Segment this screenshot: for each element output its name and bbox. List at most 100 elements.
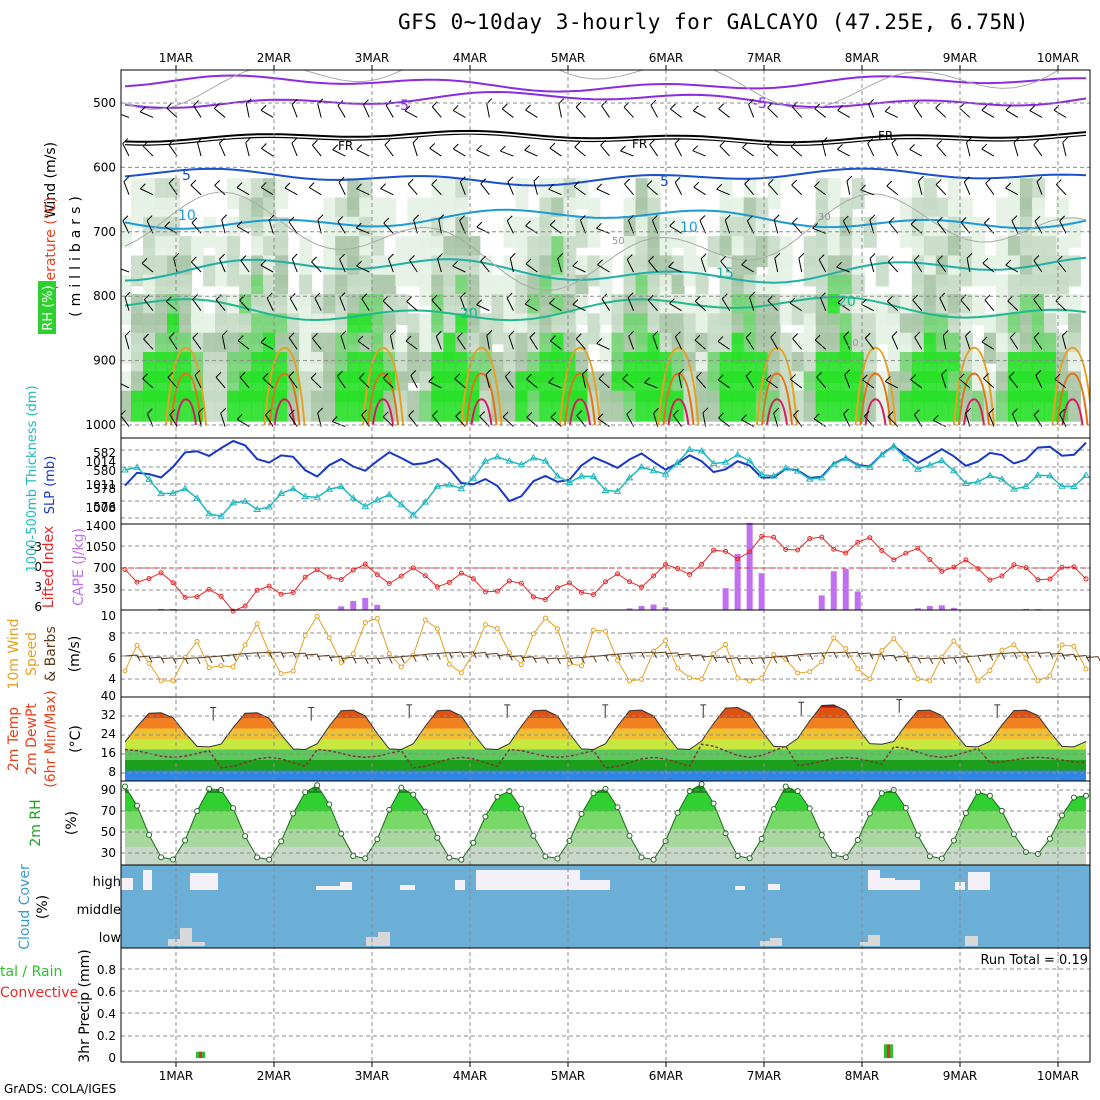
- wind-barb-flag: [526, 412, 533, 418]
- wind-barb-flag: [1085, 655, 1090, 662]
- wind-barb: [1013, 651, 1026, 654]
- wind-speed-point: [1023, 655, 1029, 661]
- wind-barb: [260, 264, 274, 273]
- wind-barb-flag: [168, 332, 175, 338]
- wind-barb: [939, 297, 947, 311]
- wind-speed-point: [422, 617, 428, 623]
- wind-barb-flag: [749, 291, 755, 298]
- tick-label: 3: [34, 580, 42, 594]
- wind-barb: [185, 657, 198, 660]
- plot-frame: [120, 69, 1091, 1063]
- wind-barb-flag: [361, 409, 367, 416]
- wind-barb: [173, 657, 186, 660]
- wind-barb: [914, 337, 923, 350]
- rh-point: [866, 810, 873, 817]
- wind-barb-flag: [317, 214, 324, 221]
- wind-barb: [917, 181, 923, 195]
- wind-barb-flag: [596, 222, 602, 229]
- wind-barb-flag: [694, 295, 701, 302]
- wind-barb: [1037, 651, 1050, 654]
- wind-barb-flag: [869, 253, 876, 259]
- wind-barb: [958, 378, 971, 389]
- wind-barb-flag: [506, 292, 513, 299]
- wind-barb: [139, 111, 154, 118]
- wind-barb: [501, 108, 514, 118]
- wind-barb: [460, 297, 466, 311]
- thickness-point: [373, 495, 382, 503]
- wind-barb: [597, 264, 610, 273]
- warm-dome: [1051, 346, 1090, 426]
- wind-barb-flag: [966, 137, 972, 143]
- wind-barb: [497, 654, 510, 657]
- wind-barb: [579, 220, 586, 234]
- thickness-point: [145, 475, 153, 482]
- cloud-high-cell: [580, 880, 610, 890]
- wind-barb: [452, 110, 466, 118]
- rh-cell: [347, 390, 361, 422]
- wind-barb-flag: [718, 412, 724, 419]
- rh-cell: [575, 294, 589, 326]
- rh-cell: [407, 197, 421, 229]
- li-point: [687, 571, 693, 577]
- wind-barb-flag: [869, 652, 874, 660]
- contour-label: 5: [660, 174, 669, 190]
- wind-barb: [382, 377, 394, 389]
- wind-barb-flag: [1062, 330, 1068, 337]
- wind-barb-flag: [694, 334, 701, 341]
- wind-barb-flag: [674, 176, 681, 183]
- wind-barb: [718, 108, 730, 118]
- li-point: [530, 594, 536, 600]
- wind-barb-flag: [435, 330, 442, 337]
- wind-barb-flag: [965, 330, 971, 337]
- wind-barb-flag: [887, 411, 894, 417]
- wind-barb-flag: [670, 103, 676, 110]
- wind-barb-flag: [339, 253, 345, 260]
- cloud-high-cell: [316, 886, 340, 890]
- thickness-point: [745, 456, 754, 464]
- li-point: [506, 578, 512, 584]
- wind-barb: [142, 378, 154, 389]
- wind-barb-flag: [260, 182, 267, 188]
- wind-barb-flag: [1033, 332, 1040, 339]
- thickness-point: [865, 463, 874, 470]
- wind-speed-point: [398, 664, 404, 670]
- slp-line: [124, 439, 1087, 503]
- thickness-point: [493, 452, 502, 460]
- wind-speed-point: [302, 632, 308, 638]
- wind-barb: [575, 106, 586, 118]
- wind-barb-flag: [1011, 215, 1018, 222]
- wind-barb-flag: [356, 144, 363, 151]
- wind-barb-flag: [837, 105, 844, 111]
- wind-barb-flag: [256, 652, 261, 659]
- wind-barb: [713, 656, 726, 659]
- date-label: 10MAR: [1037, 51, 1079, 65]
- wind-barb-flag: [480, 178, 487, 185]
- wind-barb: [308, 187, 322, 196]
- tick-label: 578: [93, 482, 116, 496]
- thickness-point: [793, 467, 802, 474]
- rh-point: [278, 838, 285, 845]
- wind-barb: [215, 299, 226, 311]
- temp-dewpoint-panel: [124, 699, 1087, 781]
- thickness-point: [313, 493, 322, 500]
- wind-barb-flag: [236, 221, 243, 227]
- wind-barb: [339, 258, 346, 273]
- wind-barb-flag: [844, 369, 851, 376]
- wind-barb: [790, 379, 803, 389]
- li-point: [927, 557, 933, 563]
- wind-barb-flag: [744, 178, 750, 185]
- wind-barb: [1005, 264, 1019, 273]
- rh-cell: [707, 390, 721, 422]
- li-point: [278, 591, 284, 597]
- tick-label: middle: [77, 903, 121, 918]
- wind-barb: [121, 268, 130, 273]
- li-point: [566, 580, 572, 586]
- date-label: 10MAR: [1037, 1069, 1079, 1083]
- li-point: [795, 547, 801, 553]
- wind-barb-flag: [358, 372, 365, 379]
- thickness-point: [265, 503, 274, 510]
- upper-rh-title: RH (%): [41, 285, 56, 330]
- wind-barb: [485, 374, 490, 389]
- thickness-point: [1034, 471, 1042, 478]
- wind-barb-flag: [191, 217, 198, 224]
